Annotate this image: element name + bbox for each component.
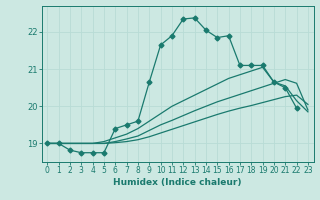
X-axis label: Humidex (Indice chaleur): Humidex (Indice chaleur)	[113, 178, 242, 187]
